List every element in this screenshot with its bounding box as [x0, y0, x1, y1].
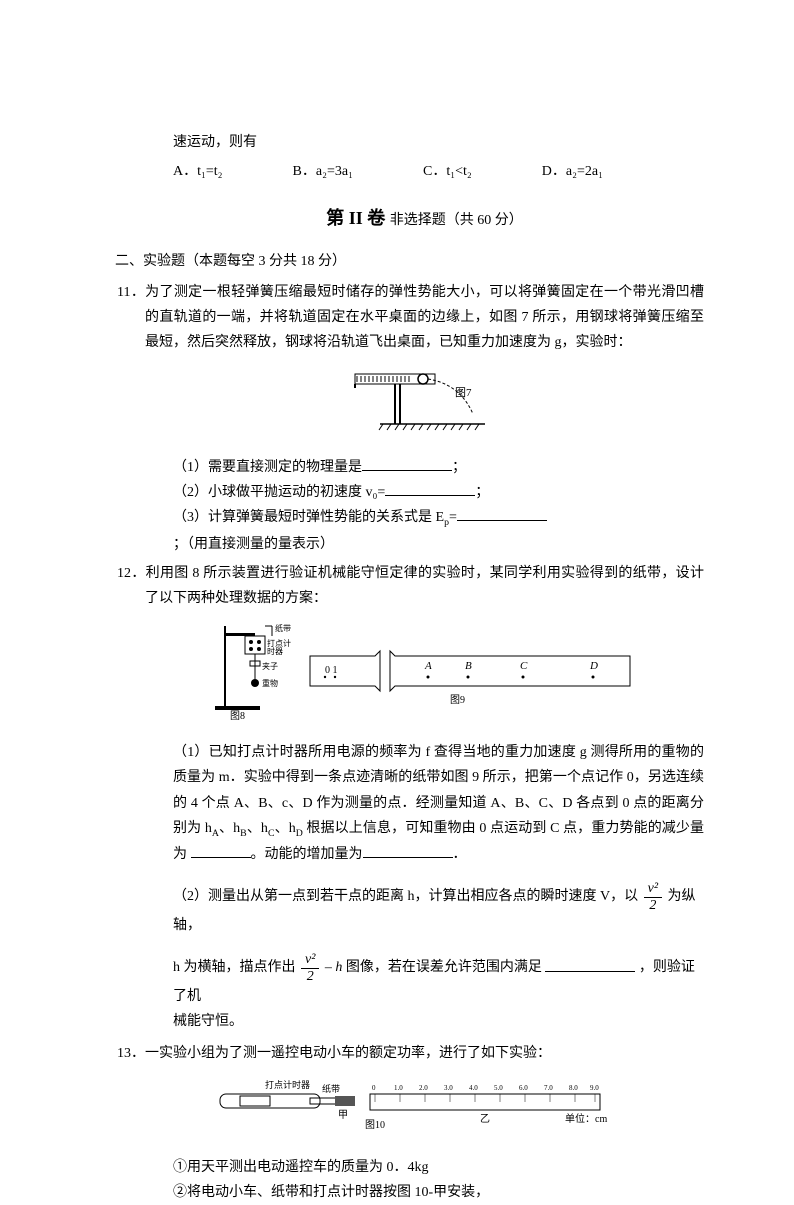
section-heading: 第 II 卷 非选择题（共 60 分）: [145, 202, 704, 234]
svg-text:D: D: [589, 660, 598, 672]
q13-sub1: ①用天平测出电动遥控车的质量为 0．4kg: [173, 1160, 429, 1175]
fraction-v2-2-b: v²2: [301, 952, 319, 984]
q12-sub1end: 。动能的增加量为: [251, 847, 363, 862]
svg-text:A: A: [424, 660, 432, 672]
svg-text:0 1: 0 1: [325, 665, 338, 676]
choice-a: A．t₁=t₂: [173, 159, 223, 184]
q12-subA: A: [212, 828, 219, 839]
svg-text:图7: 图7: [455, 386, 472, 399]
q12-sub2a: （2）测量出从第一点到若干点的距离 h，计算出相应各点的瞬时速度 V，以: [173, 890, 638, 905]
heading-main: 第 II 卷: [326, 208, 385, 228]
q12-label: 12．: [117, 566, 146, 581]
figure-7: 图7: [145, 366, 704, 445]
blank[interactable]: [363, 844, 453, 858]
svg-text:2.0: 2.0: [419, 1084, 428, 1092]
choice-b: B．a₂=3a₁: [293, 159, 353, 184]
choice-d: D．a₂=2a₁: [542, 159, 603, 184]
q11-sub2a: （2）小球做平抛运动的初速度 v₀=: [173, 485, 385, 500]
svg-text:纸带: 纸带: [322, 1083, 340, 1094]
prelude-line: 速运动，则有: [173, 130, 704, 155]
question-11: 11．为了测定一根轻弹簧压缩最短时储存的弹性势能大小，可以将弹簧固定在一个带光滑…: [145, 280, 704, 557]
svg-text:5.0: 5.0: [494, 1084, 503, 1092]
heading-sub: 非选择题（共 60 分）: [390, 213, 523, 228]
svg-text:甲: 甲: [338, 1110, 348, 1121]
q11-sub3b: ；（用直接测量的量表示）: [173, 537, 334, 552]
q12-sub3b: 图像，若在误差允许范围内满足: [346, 961, 542, 976]
fraction-v2-2: v²2: [644, 881, 662, 913]
q12-subB: B: [240, 828, 247, 839]
q12-subD: D: [296, 828, 303, 839]
svg-text:图8: 图8: [230, 710, 245, 721]
q13-body: 一实验小组为了测一遥控电动小车的额定功率，进行了如下实验：: [145, 1046, 551, 1061]
svg-text:4.0: 4.0: [469, 1084, 478, 1092]
svg-text:0: 0: [372, 1084, 376, 1092]
blank[interactable]: [545, 958, 635, 972]
q11-label: 11．: [117, 285, 145, 300]
q12-sub3a: h 为横轴，描点作出: [173, 961, 296, 976]
q11-sub3a: （3）计算弹簧最短时弹性势能的关系式是 E: [173, 510, 444, 525]
svg-text:夹子: 夹子: [262, 661, 278, 671]
svg-text:C: C: [520, 660, 528, 672]
blank[interactable]: [362, 457, 452, 471]
choice-c: C．t₁<t₂: [423, 159, 472, 184]
figure-10: 打点计时器 纸带 甲 图10 0 1.0 2.0 3.0 4.0 5.0 6.0…: [145, 1076, 704, 1145]
svg-text:B: B: [465, 660, 472, 672]
blank[interactable]: [191, 844, 251, 858]
svg-text:时器: 时器: [267, 646, 283, 656]
figure-8-9: 打点计时器 纸带 夹子 重物 图8 0 1 A B C D 图9: [145, 621, 704, 730]
blank[interactable]: [385, 482, 475, 496]
svg-text:7.0: 7.0: [544, 1084, 553, 1092]
svg-text:重物: 重物: [262, 678, 278, 688]
q12-subC: C: [268, 828, 275, 839]
q13-sub2: ②将电动小车、纸带和打点计时器按图 10-甲安装，: [173, 1185, 489, 1200]
svg-text:9.0: 9.0: [590, 1084, 599, 1092]
q11-sub2b: ；: [475, 485, 489, 500]
choices-row: A．t₁=t₂ B．a₂=3a₁ C．t₁<t₂ D．a₂=2a₁: [173, 159, 704, 184]
q13-label: 13．: [117, 1046, 145, 1061]
svg-text:1.0: 1.0: [394, 1084, 403, 1092]
svg-text:图10: 图10: [365, 1119, 385, 1131]
svg-text:6.0: 6.0: [519, 1084, 528, 1092]
q11-sub1b: ；: [452, 460, 466, 475]
svg-text:打点计时器: 打点计时器: [265, 1079, 310, 1090]
q12-sub1period: ．: [453, 847, 467, 862]
svg-text:纸带: 纸带: [275, 623, 291, 633]
frac-middle: – h: [321, 961, 346, 976]
svg-text:8.0: 8.0: [569, 1084, 578, 1092]
svg-text:图9: 图9: [450, 694, 465, 706]
question-12: 12．利用图 8 所示装置进行验证机械能守恒定律的实验时，某同学利用实验得到的纸…: [145, 561, 704, 1035]
svg-text:3.0: 3.0: [444, 1084, 453, 1092]
q11-sub1a: （1）需要直接测定的物理量是: [173, 460, 362, 475]
q11-body: 为了测定一根轻弹簧压缩最短时储存的弹性势能大小，可以将弹簧固定在一个带光滑凹槽的…: [145, 285, 704, 350]
q12-sub4: 械能守恒。: [173, 1014, 243, 1029]
q12-body: 利用图 8 所示装置进行验证机械能守恒定律的实验时，某同学利用实验得到的纸带，设…: [145, 566, 704, 606]
section2-title: 二、实验题（本题每空 3 分共 18 分）: [115, 249, 704, 274]
q11-sub3eq: =: [449, 510, 457, 525]
blank[interactable]: [457, 507, 547, 521]
